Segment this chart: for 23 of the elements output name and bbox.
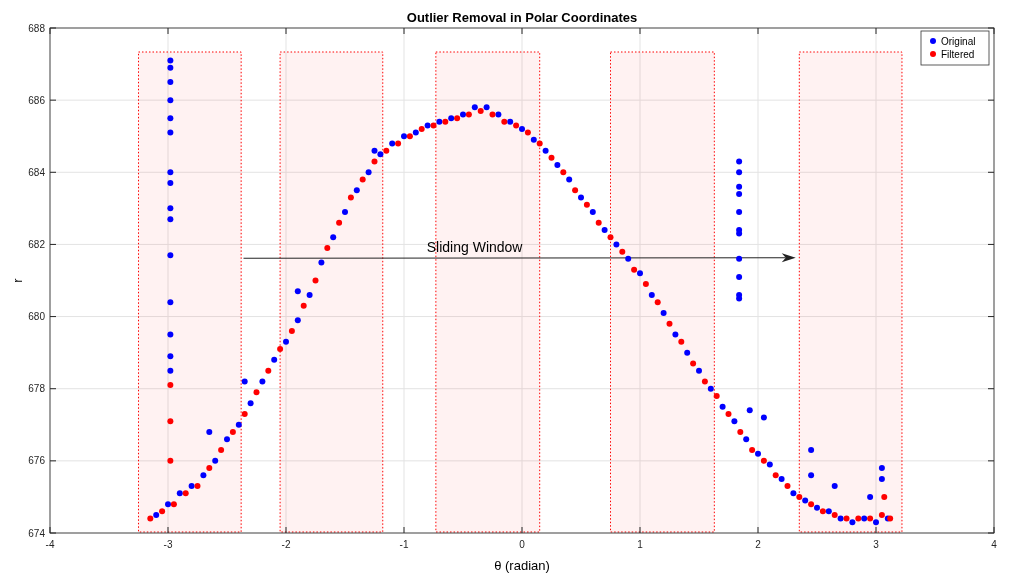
y-tick-label: 680 [28, 311, 46, 323]
x-tick-label: 1 [637, 539, 644, 550]
x-tick-label: 0 [519, 539, 526, 550]
y-tick-label: 676 [28, 455, 46, 467]
y-axis-title: r [10, 277, 25, 283]
y-tick-label: 682 [28, 238, 46, 250]
x-tick-label: -4 [45, 539, 55, 550]
x-tick-label: 4 [991, 539, 998, 550]
x-tick-label: 2 [755, 539, 762, 550]
x-tick-label: 3 [873, 539, 880, 550]
chart-title: Outlier Removal in Polar Coordinates [406, 10, 638, 25]
annotation: Sliding Window [426, 239, 524, 256]
x-tick-label: -3 [163, 539, 173, 550]
y-tick-label: 684 [28, 166, 46, 178]
y-tick-label: 686 [28, 94, 46, 106]
y-tick-label: 674 [28, 527, 46, 539]
y-tick-label: 678 [28, 383, 46, 395]
x-axis-title: θ (radian) [494, 558, 550, 573]
legend-label: Original [941, 36, 976, 47]
x-tick-label: -1 [399, 539, 409, 550]
y-tick-label: 688 [28, 22, 46, 34]
legend-label: Filtered [941, 49, 975, 60]
x-tick-label: -2 [281, 539, 291, 550]
